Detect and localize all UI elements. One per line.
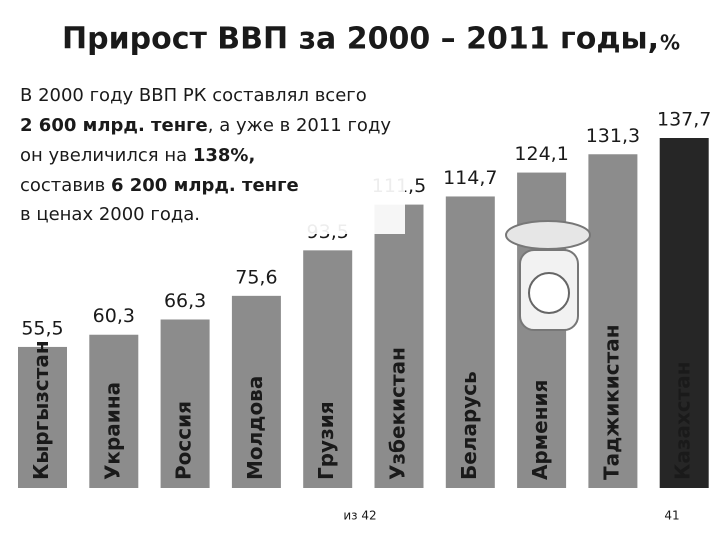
annotation: он увеличился на 138%, bbox=[20, 145, 255, 166]
annotation-text: в ценах 2000 года. bbox=[20, 204, 200, 225]
category-label: Казахстан bbox=[671, 361, 695, 480]
page-count: из 42 bbox=[343, 509, 376, 523]
unit-label: % bbox=[660, 31, 680, 55]
annotation-text: 138%, bbox=[193, 145, 255, 166]
category-label: Украина bbox=[100, 382, 124, 480]
annotation-text: составив bbox=[20, 175, 111, 196]
category-label: Россия bbox=[172, 401, 196, 480]
bar bbox=[588, 154, 638, 488]
value-label: 75,6 bbox=[235, 266, 277, 288]
bar bbox=[374, 204, 424, 488]
value-label: 60,3 bbox=[93, 305, 135, 327]
value-label: 131,3 bbox=[586, 125, 640, 147]
bar bbox=[445, 196, 495, 488]
value-label: 124,1 bbox=[514, 143, 568, 165]
annotation-text: он увеличился на bbox=[20, 145, 193, 166]
chart-title: Прирост ВВП за 2000 – 2011 годы, bbox=[62, 22, 659, 57]
page-number: 41 bbox=[664, 509, 679, 523]
value-label: 114,7 bbox=[443, 167, 497, 189]
scale-illustration bbox=[505, 220, 591, 331]
value-label: 66,3 bbox=[164, 290, 206, 312]
category-label: Узбекистан bbox=[386, 347, 410, 480]
bar bbox=[659, 138, 709, 488]
value-label: 137,7 bbox=[657, 109, 711, 131]
annotation-text: 6 200 млрд. тенге bbox=[111, 175, 299, 196]
annotation: составив 6 200 млрд. тенге bbox=[20, 175, 299, 196]
bar bbox=[231, 295, 281, 488]
annotation: 2 600 млрд. тенге, а уже в 2011 году bbox=[20, 115, 391, 136]
bar bbox=[303, 250, 353, 488]
value-label: 55,5 bbox=[21, 317, 63, 339]
annotation-text: , а уже в 2011 году bbox=[208, 115, 392, 136]
annotation-text: 2 600 млрд. тенге bbox=[20, 115, 208, 136]
category-label: Армения bbox=[528, 380, 552, 480]
annotation-box bbox=[10, 72, 405, 234]
bar bbox=[18, 346, 67, 488]
category-label: Грузия bbox=[314, 401, 338, 480]
category-label: Молдова bbox=[243, 376, 267, 480]
annotation-text: В 2000 году ВВП РК составлял всего bbox=[20, 85, 367, 106]
category-label: Таджикистан bbox=[599, 324, 623, 480]
category-label: Кыргызстан bbox=[29, 340, 53, 480]
bar bbox=[160, 319, 210, 488]
annotation: в ценах 2000 года. bbox=[20, 204, 200, 225]
category-label: Беларусь bbox=[457, 371, 481, 480]
bar bbox=[89, 334, 139, 488]
annotation: В 2000 году ВВП РК составлял всего bbox=[20, 85, 367, 106]
